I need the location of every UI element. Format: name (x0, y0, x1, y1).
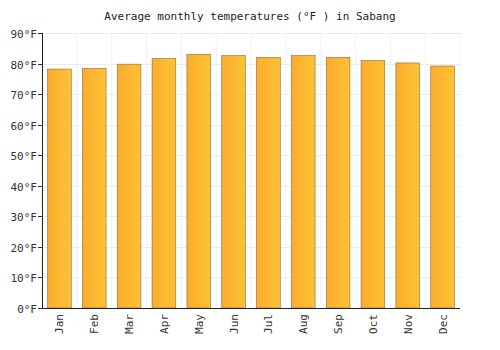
bar (431, 66, 455, 308)
y-tick (38, 94, 42, 95)
x-tick-label: Jan (53, 314, 66, 334)
v-grid-line (320, 33, 321, 308)
v-grid-line (355, 33, 356, 308)
y-tick-label: 10°F (11, 272, 38, 285)
x-tick-label: Oct (367, 314, 380, 334)
bar (152, 59, 176, 308)
bar (257, 57, 281, 308)
y-tick-label: 90°F (11, 28, 38, 41)
v-grid-line (425, 33, 426, 308)
y-tick-label: 20°F (11, 242, 38, 255)
bar (326, 57, 350, 308)
y-tick (38, 33, 42, 34)
x-tick-label: Apr (158, 314, 171, 334)
x-tick-label: Jun (228, 314, 241, 334)
x-tick-label: Jul (262, 314, 275, 334)
x-tick-label: May (193, 314, 206, 334)
y-tick-label: 40°F (11, 181, 38, 194)
v-grid-line (460, 33, 461, 308)
y-tick-label: 30°F (11, 211, 38, 224)
y-tick (38, 155, 42, 156)
y-tick (38, 64, 42, 65)
chart: Average monthly temperatures (°F ) in Sa… (0, 0, 500, 350)
y-tick-label: 80°F (11, 59, 38, 72)
x-axis (42, 308, 460, 309)
bar (48, 69, 72, 308)
v-grid-line (251, 33, 252, 308)
v-grid-line (181, 33, 182, 308)
y-tick (38, 125, 42, 126)
x-tick-label: Dec (437, 314, 450, 334)
y-tick (38, 186, 42, 187)
x-tick-label: Nov (402, 314, 415, 334)
title: Average monthly temperatures (°F ) in Sa… (104, 10, 395, 23)
y-tick-label: 0°F (17, 303, 37, 316)
v-grid-line (42, 33, 43, 308)
bar (187, 54, 211, 308)
y-tick-label: 60°F (11, 120, 38, 133)
bar (361, 61, 385, 309)
grid-line (42, 308, 460, 309)
grid-line (42, 33, 460, 34)
bar (396, 63, 420, 308)
v-grid-line (76, 33, 77, 308)
y-tick (38, 277, 42, 278)
y-tick-label: 50°F (11, 150, 38, 163)
y-tick-label: 70°F (11, 89, 38, 102)
v-grid-line (390, 33, 391, 308)
v-grid-line (111, 33, 112, 308)
v-grid-line (285, 33, 286, 308)
bars (48, 54, 455, 308)
v-grid-line (146, 33, 147, 308)
v-grid-line (216, 33, 217, 308)
bar (291, 56, 315, 308)
x-tick-label: Feb (88, 314, 101, 334)
bar (117, 64, 141, 308)
y-axis (42, 33, 43, 308)
x-tick-label: Sep (332, 314, 345, 334)
y-tick (38, 308, 42, 309)
y-tick (38, 247, 42, 248)
x-tick-label: Mar (123, 314, 136, 334)
bar (82, 68, 106, 308)
y-tick (38, 216, 42, 217)
x-tick-label: Aug (297, 314, 310, 334)
bar (222, 56, 246, 308)
